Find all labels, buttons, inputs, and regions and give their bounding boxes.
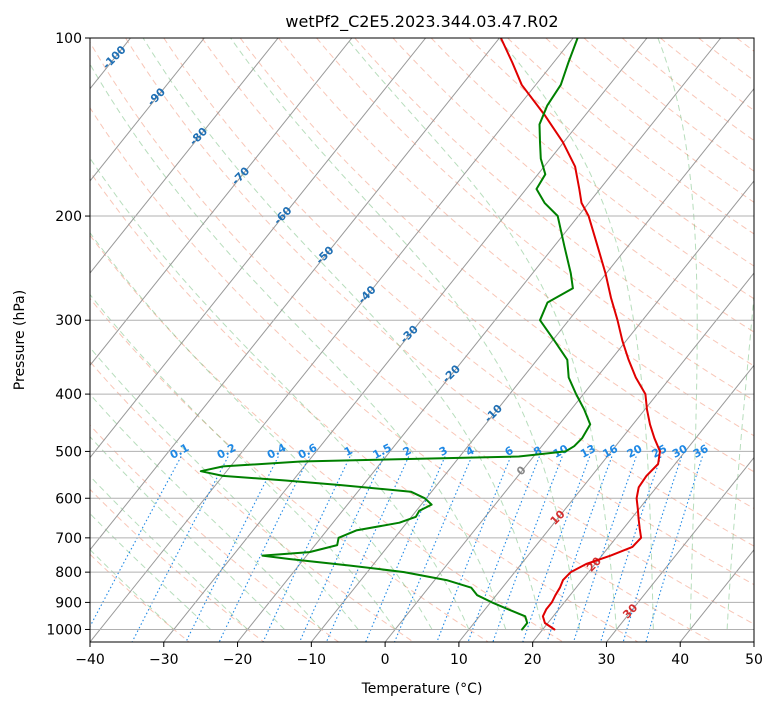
y-tick-label: 300 [55, 313, 82, 329]
y-tick-label: 800 [55, 565, 82, 581]
y-tick-label: 200 [55, 209, 82, 225]
y-tick-label: 400 [55, 387, 82, 403]
x-tick-label: −10 [297, 652, 327, 668]
y-tick-label: 100 [55, 31, 82, 47]
x-tick-label: 30 [598, 652, 616, 668]
x-tick-label: 0 [381, 652, 390, 668]
x-tick-label: 10 [450, 652, 468, 668]
x-tick-label: 20 [524, 652, 542, 668]
y-tick-label: 1000 [46, 622, 82, 638]
y-tick-label: 700 [55, 531, 82, 547]
chart-title: wetPf2_C2E5.2023.344.03.47.R02 [285, 12, 558, 32]
x-axis-label: Temperature (°C) [361, 681, 483, 697]
x-tick-label: −30 [149, 652, 179, 668]
y-tick-label: 500 [55, 444, 82, 460]
x-tick-label: −20 [223, 652, 253, 668]
plot-area [90, 38, 754, 642]
y-axis-label: Pressure (hPa) [12, 290, 28, 390]
skewt-chart: 0.1 0.2 0.4 0.6 1 1.5 2 3 4 6 8 10 13 16 20 25 30 36-100-… [0, 0, 775, 708]
y-tick-label: 900 [55, 595, 82, 611]
y-tick-label: 600 [55, 491, 82, 507]
x-tick-label: 40 [671, 652, 689, 668]
x-tick-label: −40 [75, 652, 105, 668]
x-tick-label: 50 [745, 652, 763, 668]
